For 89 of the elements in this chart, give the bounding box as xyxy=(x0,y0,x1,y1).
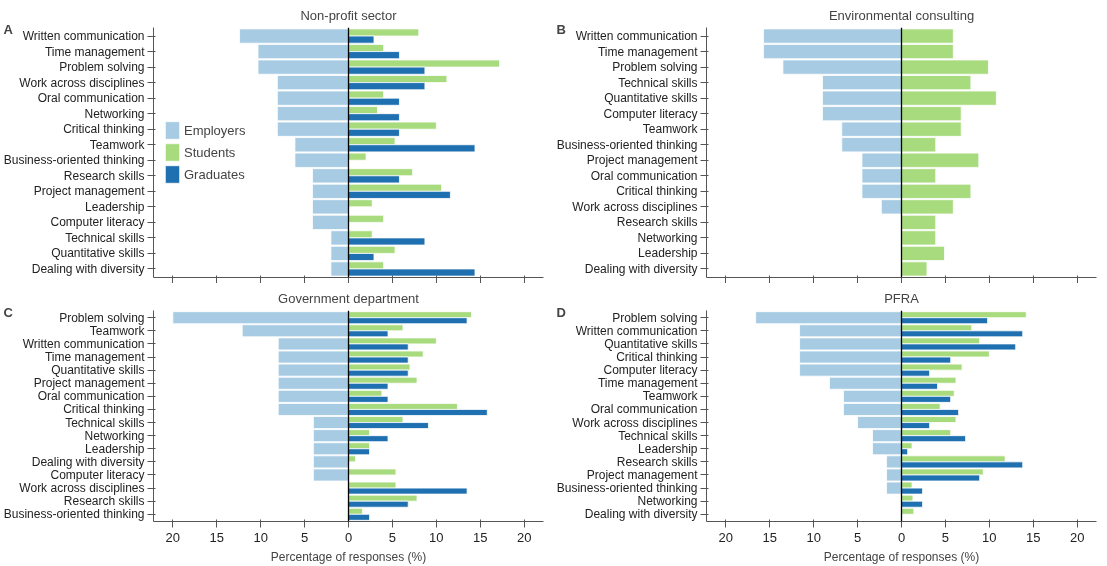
y-tick-label: Research skills xyxy=(63,494,145,509)
text: C xyxy=(3,304,14,320)
y-tick-label: Technical skills xyxy=(618,75,698,90)
y-tick-label: Written communication xyxy=(22,336,145,351)
x-tick-label: 15 xyxy=(473,529,488,545)
x-tick-label: 0 xyxy=(897,529,906,545)
x-tick-label: 20 xyxy=(516,529,532,545)
y-tick-label: Leadership xyxy=(85,199,145,214)
y-tick-label: Time management xyxy=(44,44,146,59)
x-tick-label: 5 xyxy=(941,529,950,545)
y-tick-label: Networking xyxy=(84,428,145,443)
y-tick-label: Teamwork xyxy=(642,389,699,404)
x-tick-label: 15 xyxy=(1026,529,1041,545)
text: B xyxy=(556,21,566,37)
y-tick-label: Dealing with diversity xyxy=(584,261,698,276)
x-tick-label: 20 xyxy=(718,529,734,545)
y-tick-label: Time management xyxy=(597,376,699,391)
x-tick-label: 15 xyxy=(209,529,224,545)
y-tick-label: Critical thinking xyxy=(63,402,145,417)
y-tick-label: Networking xyxy=(84,106,145,121)
y-tick-label: Research skills xyxy=(63,168,145,183)
y-tick-label: Work across disciplines xyxy=(572,415,698,430)
x-tick-label: 10 xyxy=(982,529,997,545)
x-tick-label: 5 xyxy=(388,529,397,545)
y-tick-label: Teamwork xyxy=(89,137,146,152)
x-tick-label: 0 xyxy=(344,529,353,545)
y-tick-label: Business-oriented thinking xyxy=(3,153,145,168)
y-tick-label: Project management xyxy=(33,376,146,391)
y-tick-label: Quantitative skills xyxy=(51,363,145,378)
x-tick-label: 5 xyxy=(300,529,309,545)
y-tick-label: Dealing with diversity xyxy=(584,507,698,522)
y-tick-label: Time management xyxy=(597,44,699,59)
y-tick-label: Oral communication xyxy=(37,389,145,404)
y-tick-label: Technical skills xyxy=(618,428,698,443)
y-tick-label: Problem solving xyxy=(59,310,145,325)
y-tick-label: Quantitative skills xyxy=(604,336,698,351)
y-tick-label: Leadership xyxy=(638,246,698,261)
y-tick-label: Quantitative skills xyxy=(604,91,698,106)
y-tick-label: Project management xyxy=(586,153,699,168)
y-tick-label: Quantitative skills xyxy=(51,246,145,261)
y-tick-label: Oral communication xyxy=(590,402,698,417)
x-tick-label: 15 xyxy=(762,529,777,545)
y-tick-label: Networking xyxy=(637,230,698,245)
x-axis-title: Percentage of responses (%) xyxy=(270,549,427,564)
y-tick-label: Work across disciplines xyxy=(572,199,698,214)
y-tick-label: Critical thinking xyxy=(616,350,698,365)
chart-title: Environmental consulting xyxy=(828,7,975,23)
y-tick-label: Problem solving xyxy=(612,310,698,325)
y-tick-label: Business-oriented thinking xyxy=(556,481,698,496)
y-tick-label: Problem solving xyxy=(612,60,698,75)
y-tick-label: Dealing with diversity xyxy=(31,261,145,276)
y-tick-label: Project management xyxy=(33,184,146,199)
y-tick-label: Computer literacy xyxy=(603,363,698,378)
y-tick-label: Oral communication xyxy=(37,91,145,106)
x-tick-label: 10 xyxy=(806,529,821,545)
y-tick-label: Computer literacy xyxy=(50,215,145,230)
text: A xyxy=(3,21,14,37)
legend-label: Employers xyxy=(184,122,246,138)
y-tick-label: Business-oriented thinking xyxy=(3,507,145,522)
y-tick-label: Oral communication xyxy=(590,168,698,183)
y-tick-label: Written communication xyxy=(575,29,698,44)
x-axis-title: Percentage of responses (%) xyxy=(823,549,980,564)
y-tick-label: Teamwork xyxy=(642,122,699,137)
x-tick-label: 10 xyxy=(429,529,444,545)
y-tick-label: Project management xyxy=(586,467,699,482)
y-tick-label: Work across disciplines xyxy=(19,75,145,90)
y-tick-label: Research skills xyxy=(616,215,698,230)
chart-title: Government department xyxy=(278,290,420,306)
y-tick-label: Business-oriented thinking xyxy=(556,137,698,152)
y-tick-label: Technical skills xyxy=(65,415,145,430)
y-tick-label: Leadership xyxy=(638,441,698,456)
y-tick-label: Computer literacy xyxy=(603,106,698,121)
chart-title: Non-profit sector xyxy=(300,7,398,23)
y-tick-label: Work across disciplines xyxy=(19,481,145,496)
legend-label: Graduates xyxy=(184,166,245,182)
x-tick-label: 10 xyxy=(253,529,268,545)
x-tick-label: 5 xyxy=(853,529,862,545)
y-tick-label: Written communication xyxy=(22,29,145,44)
legend-label: Students xyxy=(184,144,236,160)
y-tick-label: Technical skills xyxy=(65,230,145,245)
y-tick-label: Critical thinking xyxy=(63,122,145,137)
y-tick-label: Networking xyxy=(637,494,698,509)
y-tick-label: Time management xyxy=(44,350,146,365)
x-tick-label: 20 xyxy=(1069,529,1085,545)
x-tick-label: 20 xyxy=(165,529,181,545)
text: D xyxy=(556,304,566,320)
y-tick-label: Problem solving xyxy=(59,60,145,75)
y-tick-label: Critical thinking xyxy=(616,184,698,199)
chart-title: PFRA xyxy=(884,290,920,306)
